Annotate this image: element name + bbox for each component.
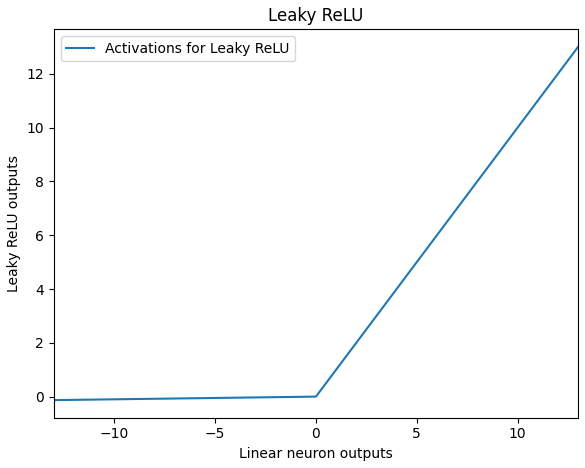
Activations for Leaky ReLU <box>459 198 466 204</box>
Activations for Leaky ReLU <box>281 394 288 400</box>
Activations for Leaky ReLU <box>469 185 476 191</box>
X-axis label: Linear neuron outputs: Linear neuron outputs <box>239 447 393 461</box>
Title: Leaky ReLU: Leaky ReLU <box>269 7 364 25</box>
Line: Activations for Leaky ReLU: Activations for Leaky ReLU <box>54 47 578 400</box>
Legend: Activations for Leaky ReLU: Activations for Leaky ReLU <box>61 36 295 61</box>
Y-axis label: Leaky ReLU outputs: Leaky ReLU outputs <box>7 155 21 292</box>
Activations for Leaky ReLU <box>410 263 417 269</box>
Activations for Leaky ReLU <box>50 397 57 403</box>
Activations for Leaky ReLU <box>574 44 581 50</box>
Activations for Leaky ReLU <box>262 395 269 400</box>
Activations for Leaky ReLU <box>104 396 111 402</box>
